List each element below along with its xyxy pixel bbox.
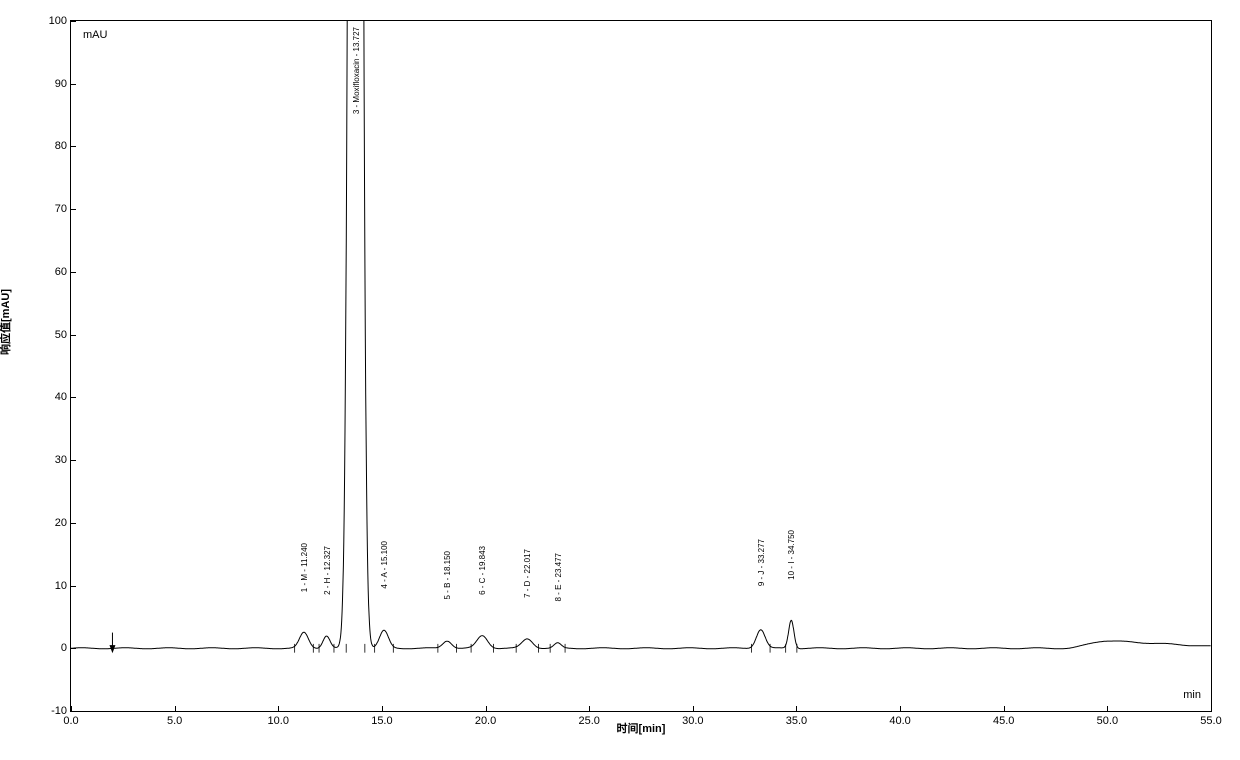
- peak-label: 4 - A - 15.100: [380, 541, 389, 589]
- x-tick-label: 30.0: [682, 711, 703, 727]
- x-tick-label: 45.0: [993, 711, 1014, 727]
- x-tick-label: 55.0: [1200, 711, 1221, 727]
- x-tick-label: 10.0: [268, 711, 289, 727]
- y-tick-label: 50: [55, 329, 71, 341]
- x-tick-label: 25.0: [578, 711, 599, 727]
- y-tick-label: 80: [55, 140, 71, 152]
- x-tick-label: 35.0: [786, 711, 807, 727]
- y-tick-label: 90: [55, 78, 71, 90]
- y-tick-label: 0: [61, 642, 71, 654]
- x-tick-label: 15.0: [371, 711, 392, 727]
- x-tick-label: 0.0: [63, 711, 78, 727]
- plot-area: mAU min 时间[min] -10010203040506070809010…: [70, 20, 1212, 712]
- peak-label: 10 - I - 34.750: [787, 530, 796, 580]
- y-axis-label: 响应值[mAU]: [0, 289, 13, 355]
- x-tick-label: 20.0: [475, 711, 496, 727]
- x-tick-label: 40.0: [889, 711, 910, 727]
- y-tick-label: 10: [55, 580, 71, 592]
- x-tick-label: 50.0: [1097, 711, 1118, 727]
- peak-label: 1 - M - 11.240: [300, 543, 309, 592]
- y-tick-label: 100: [49, 15, 71, 27]
- peak-label: 5 - B - 18.150: [443, 551, 452, 599]
- peak-label: 7 - D - 22.017: [523, 549, 532, 598]
- y-tick-label: 20: [55, 517, 71, 529]
- peak-label: 6 - C - 19.843: [478, 546, 487, 595]
- peak-label: 8 - E - 23.477: [554, 553, 563, 601]
- y-tick-label: 60: [55, 266, 71, 278]
- x-tick-label: 5.0: [167, 711, 182, 727]
- chart-container: 响应值[mAU] mAU min 时间[min] -10010203040506…: [10, 10, 1230, 750]
- chromatogram-trace: [71, 21, 1211, 711]
- y-tick-label: 30: [55, 454, 71, 466]
- y-tick-label: 70: [55, 203, 71, 215]
- peak-label: 3 - Moxifloxacin - 13.727: [352, 27, 361, 114]
- peak-label: 9 - J - 33.277: [757, 539, 766, 586]
- peak-label: 2 - H - 12.327: [323, 546, 332, 595]
- y-tick-label: 40: [55, 391, 71, 403]
- x-axis-label: 时间[min]: [617, 720, 666, 736]
